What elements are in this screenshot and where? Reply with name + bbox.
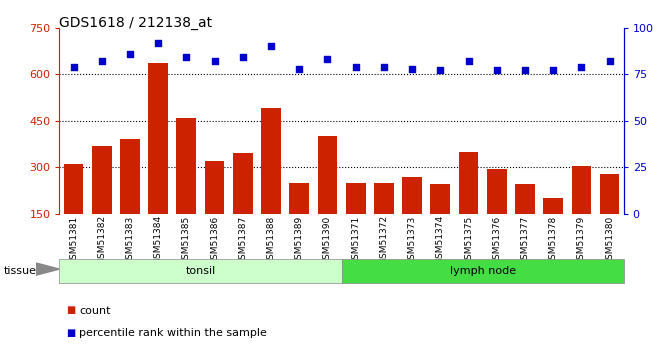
Point: [435, 68, 446, 73]
Text: ■: ■: [66, 306, 75, 315]
Bar: [430, 184, 450, 214]
Bar: [487, 169, 507, 214]
Bar: [92, 146, 112, 214]
Bar: [572, 166, 591, 214]
Point: [407, 66, 417, 71]
Point: [548, 68, 558, 73]
Text: count: count: [79, 306, 111, 315]
Bar: [374, 183, 394, 214]
Bar: [289, 183, 309, 214]
Bar: [342, 259, 624, 283]
Bar: [233, 153, 253, 214]
Text: GDS1618 / 212138_at: GDS1618 / 212138_at: [59, 16, 213, 30]
Bar: [543, 198, 563, 214]
Point: [379, 64, 389, 69]
Point: [125, 51, 135, 57]
Point: [519, 68, 530, 73]
Bar: [515, 184, 535, 214]
Bar: [317, 136, 337, 214]
Point: [209, 58, 220, 64]
Point: [96, 58, 107, 64]
Bar: [261, 108, 281, 214]
Bar: [346, 183, 366, 214]
Text: ■: ■: [66, 328, 75, 338]
Bar: [600, 174, 620, 214]
Point: [266, 43, 277, 49]
Bar: [120, 139, 140, 214]
Point: [181, 55, 191, 60]
Point: [153, 40, 164, 45]
Bar: [59, 259, 342, 283]
Bar: [148, 63, 168, 214]
Text: tissue: tissue: [3, 266, 36, 276]
Bar: [176, 118, 196, 214]
Bar: [459, 152, 478, 214]
Text: percentile rank within the sample: percentile rank within the sample: [79, 328, 267, 338]
Bar: [402, 177, 422, 214]
Text: tonsil: tonsil: [185, 266, 216, 276]
Point: [576, 64, 587, 69]
Point: [605, 58, 615, 64]
Point: [294, 66, 304, 71]
Bar: [205, 161, 224, 214]
Bar: [63, 164, 83, 214]
Point: [238, 55, 248, 60]
Point: [350, 64, 361, 69]
Point: [322, 57, 333, 62]
Point: [492, 68, 502, 73]
Polygon shape: [36, 263, 59, 275]
Point: [68, 64, 79, 69]
Point: [463, 58, 474, 64]
Text: lymph node: lymph node: [449, 266, 515, 276]
